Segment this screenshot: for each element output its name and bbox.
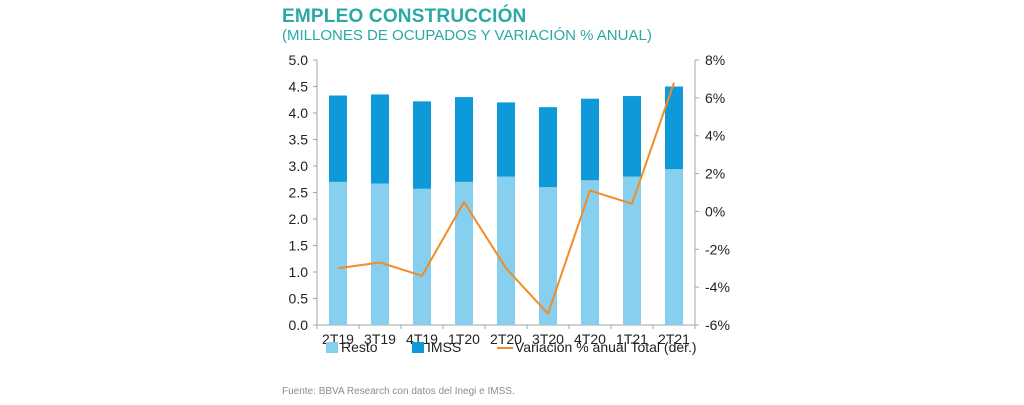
y-right-tick-label: 4%	[705, 128, 725, 144]
x-tick-label: 1T20	[448, 331, 480, 347]
bar-imss	[455, 97, 473, 182]
bar-imss	[623, 96, 641, 177]
bar-resto	[623, 176, 641, 325]
y-right-tick-label: 6%	[705, 90, 725, 106]
y-left-tick-label: 1.5	[289, 238, 309, 254]
y-left-tick-label: 4.5	[289, 79, 309, 95]
y-left-tick-label: 5.0	[289, 52, 309, 68]
bar-imss	[539, 107, 557, 188]
y-left-tick-label: 3.0	[289, 158, 309, 174]
x-tick-label: 3T19	[364, 331, 396, 347]
bar-imss	[581, 98, 599, 181]
y-left-tick-label: 4.0	[289, 105, 309, 121]
legend-swatch-resto	[326, 342, 338, 353]
x-tick-label: 2T21	[658, 331, 690, 347]
x-tick-label: 1T21	[616, 331, 648, 347]
y-left-tick-label: 2.5	[289, 185, 309, 201]
y-right-tick-label: -2%	[705, 241, 730, 257]
x-tick-label: 3T20	[532, 331, 564, 347]
y-left-tick-label: 0.0	[289, 317, 309, 333]
bar-resto	[581, 180, 599, 325]
y-right-tick-label: -6%	[705, 317, 730, 333]
bar-imss	[497, 102, 515, 177]
y-left-tick-label: 0.5	[289, 291, 309, 307]
legend-label-imss: IMSS	[427, 339, 461, 355]
y-left-tick-label: 1.0	[289, 264, 309, 280]
y-right-tick-label: 2%	[705, 166, 725, 182]
bar-imss	[329, 95, 347, 182]
legend-label-line: Variación % anual Total (der.)	[515, 339, 697, 355]
chart-subtitle: (MILLONES DE OCUPADOS Y VARIACIÓN % ANUA…	[282, 27, 652, 44]
y-right-tick-label: 8%	[705, 52, 725, 68]
y-left-tick-label: 3.5	[289, 132, 309, 148]
bar-imss	[371, 94, 389, 184]
bar-resto	[539, 187, 557, 325]
y-left-tick-label: 2.0	[289, 211, 309, 227]
legend-label-resto: Resto	[341, 339, 378, 355]
y-right-tick-label: -4%	[705, 279, 730, 295]
bar-imss	[665, 86, 683, 170]
legend-swatch-imss	[412, 342, 424, 353]
x-tick-label: 4T20	[574, 331, 606, 347]
bar-resto	[455, 181, 473, 325]
x-tick-label: 2T20	[490, 331, 522, 347]
bar-resto	[497, 176, 515, 325]
y-right-tick-label: 0%	[705, 203, 725, 219]
chart-title: EMPLEO CONSTRUCCIÓN	[282, 6, 527, 27]
bar-resto	[665, 169, 683, 325]
bar-resto	[371, 183, 389, 325]
bar-imss	[413, 101, 431, 189]
source-note: Fuente: BBVA Research con datos del Ineg…	[282, 386, 515, 397]
bar-resto	[413, 188, 431, 325]
bar-resto	[329, 181, 347, 325]
line-variacion	[337, 82, 675, 315]
